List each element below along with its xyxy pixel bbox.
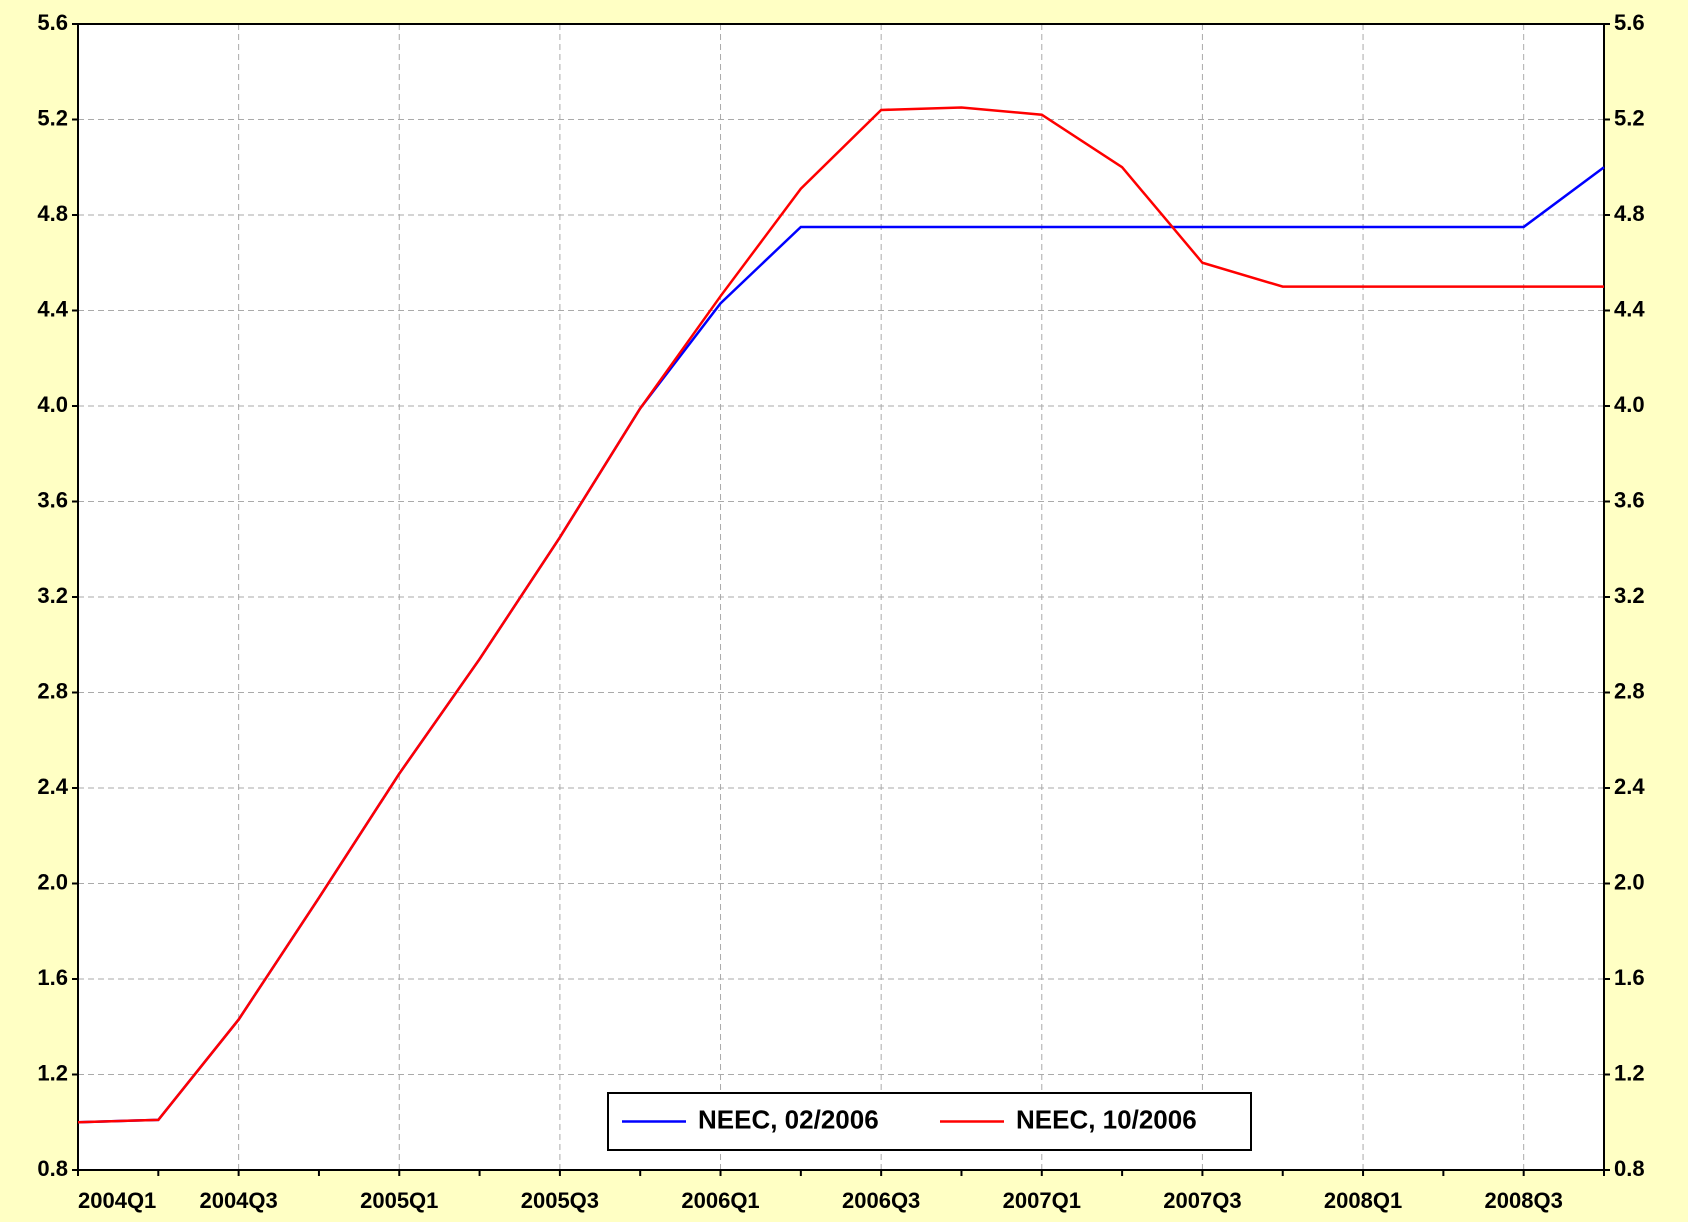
y-tick-label: 5.2 [37, 105, 68, 130]
y2-tick-label: 5.2 [1614, 105, 1645, 130]
y2-tick-label: 1.2 [1614, 1060, 1645, 1085]
y2-tick-label: 0.8 [1614, 1156, 1645, 1181]
x-tick-label: 2006Q1 [681, 1188, 759, 1213]
y-tick-label: 4.4 [37, 296, 68, 321]
x-tick-label: 2008Q3 [1485, 1188, 1563, 1213]
y-tick-label: 1.6 [37, 965, 68, 990]
series-line [77, 106, 1604, 1124]
x-tick-label: 2005Q3 [521, 1188, 599, 1213]
plot-border [77, 23, 1605, 1171]
y-tick-label: 0.8 [37, 1156, 68, 1181]
y-tick-label: 2.4 [37, 774, 68, 799]
x-tick-label: 2007Q1 [1003, 1188, 1081, 1213]
y2-tick-label: 3.6 [1614, 487, 1645, 512]
x-tick-label: 2004Q1 [78, 1188, 156, 1213]
y-tick-label: 4.8 [37, 201, 68, 226]
y2-tick-label: 5.6 [1614, 10, 1645, 35]
y2-tick-label: 3.2 [1614, 583, 1645, 608]
y2-tick-label: 1.6 [1614, 965, 1645, 990]
x-tick-label: 2006Q3 [842, 1188, 920, 1213]
legend-label: NEEC, 10/2006 [1016, 1104, 1197, 1134]
y-tick-label: 5.6 [37, 10, 68, 35]
x-tick-label: 2008Q1 [1324, 1188, 1402, 1213]
y-tick-label: 2.0 [37, 869, 68, 894]
y-tick-label: 1.2 [37, 1060, 68, 1085]
y2-tick-label: 2.4 [1614, 774, 1645, 799]
legend-box [607, 1092, 1252, 1151]
y2-tick-label: 4.0 [1614, 392, 1645, 417]
legend-label: NEEC, 02/2006 [698, 1104, 879, 1134]
y2-tick-label: 4.4 [1614, 296, 1645, 321]
x-tick-label: 2007Q3 [1163, 1188, 1241, 1213]
y2-tick-label: 2.0 [1614, 869, 1645, 894]
x-tick-label: 2004Q3 [199, 1188, 277, 1213]
y2-tick-label: 2.8 [1614, 678, 1645, 703]
y2-tick-label: 4.8 [1614, 201, 1645, 226]
y-tick-label: 2.8 [37, 678, 68, 703]
x-tick-label: 2005Q1 [360, 1188, 438, 1213]
y-tick-label: 4.0 [37, 392, 68, 417]
y-tick-label: 3.6 [37, 487, 68, 512]
y-tick-label: 3.2 [37, 583, 68, 608]
